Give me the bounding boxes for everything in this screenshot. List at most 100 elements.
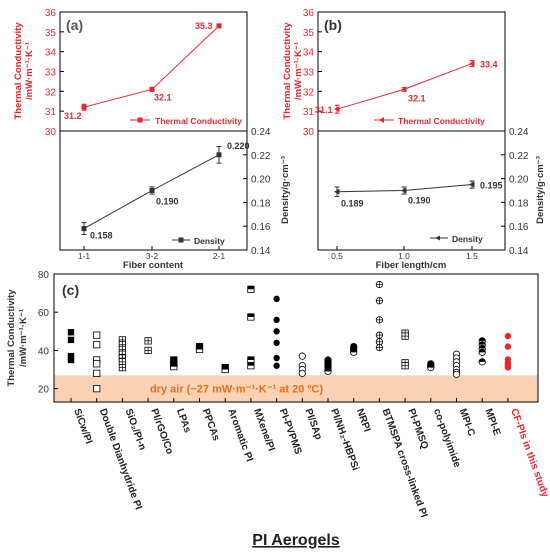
bottom-tick-label: 0.22 xyxy=(251,151,271,162)
panel-a-label: (a) xyxy=(66,17,83,33)
density-value-label: 0.189 xyxy=(341,199,364,209)
data-point-circle-filled xyxy=(273,295,280,303)
x-tick-label: 1-1 xyxy=(78,251,91,261)
panel-a-top-legend: Thermal Conductivity xyxy=(130,116,242,126)
data-point-square-open xyxy=(93,331,101,339)
x-tick-label: 0.5 xyxy=(331,251,343,261)
panel-b-x-axis: 0.5 1.0 1.5 xyxy=(331,246,478,261)
thermal-point xyxy=(469,60,475,67)
bottom-tick-label: 0.22 xyxy=(509,151,529,162)
category-label: NRPI xyxy=(354,407,373,433)
data-point-square-open xyxy=(93,369,101,377)
data-point-half-circle-fill xyxy=(350,349,357,353)
density-point xyxy=(81,226,87,232)
data-point-circle-filled xyxy=(273,339,280,346)
bottom-tick-label: 0.16 xyxy=(251,222,271,233)
bottom-tick-label: 0.18 xyxy=(509,198,529,209)
density-value-label: 0.195 xyxy=(480,181,503,191)
bottom-tick-label: 0.14 xyxy=(251,246,271,257)
panel-a-bottom-axis: 0.14 0.16 0.18 0.20 0.22 0.24 xyxy=(243,127,271,257)
panel-a-thermal-series: 31.2 32.1 35.3 xyxy=(64,21,222,121)
category-label: MPI-C xyxy=(457,407,477,437)
panel-b-bottom-legend-text: Density xyxy=(452,234,483,244)
data-point-circle-red xyxy=(504,364,512,371)
bottom-tick-label: 0.20 xyxy=(251,175,271,186)
panel-b-xlabel: Fiber length/cm xyxy=(376,260,447,271)
top-tick-label: 31 xyxy=(45,107,57,118)
panel-c-label: (c) xyxy=(62,282,79,298)
density-point xyxy=(401,187,407,194)
thermal-line xyxy=(83,25,220,108)
density-value-label: 0.190 xyxy=(408,196,431,206)
panel-b-top-legend-text: Thermal Conductivity xyxy=(398,116,485,126)
data-point-half-square-fill xyxy=(170,358,177,362)
thermal-point xyxy=(81,104,87,110)
data-point-half-circle-fill xyxy=(479,337,486,341)
density-value-label: 0.220 xyxy=(227,141,250,151)
data-point-circle-filled xyxy=(273,362,280,369)
panel-a-top-ylabel-2: /mW·m⁻¹·K⁻¹ xyxy=(24,42,35,100)
data-point-circle-open xyxy=(298,369,306,377)
category-label: PPCAs xyxy=(200,407,222,443)
panel-b-bottom-ylabel: Density/g·cm⁻³ xyxy=(535,156,546,224)
density-point xyxy=(216,152,222,158)
data-point-square-open xyxy=(93,341,101,349)
thermal-point xyxy=(149,86,155,92)
data-point-half-square-fill xyxy=(196,346,203,350)
category-label: SiCw/PI xyxy=(71,407,94,445)
data-point-half-square-fill xyxy=(222,366,229,370)
thermal-value-label: 32.1 xyxy=(408,93,426,103)
bottom-tick-label: 0.24 xyxy=(251,127,271,138)
top-tick-label: 34 xyxy=(303,48,315,59)
panel-b-top-legend: Thermal Conductivity xyxy=(374,116,485,126)
category-label: PI-PVPMS xyxy=(277,407,304,456)
data-point-half-circle-fill xyxy=(479,345,486,349)
data-point-square-filled xyxy=(67,336,75,344)
x-tick-label: 1.0 xyxy=(398,251,410,261)
panel-a-xlabel: Fiber content xyxy=(123,260,184,271)
category-label: SiO₂/PI-n xyxy=(123,407,148,451)
data-point-circle-red xyxy=(504,332,512,340)
data-point-half-square-fill xyxy=(170,363,177,367)
category-label: PI/NH₂-HBPSi xyxy=(328,407,361,472)
top-tick-label: 36 xyxy=(303,8,315,19)
thermal-value-label: 31.2 xyxy=(64,111,82,121)
data-point-half-square-fill xyxy=(247,286,255,290)
panel-c-ylabel-2: /mW·m⁻¹·K⁻¹ xyxy=(18,309,29,367)
top-tick-label: 35 xyxy=(303,28,315,39)
bottom-tick-label: 0.18 xyxy=(251,198,271,209)
panel-a-bottom-legend: Density xyxy=(172,236,225,246)
panel-c: dry air (~27 mW·m⁻¹·K⁻¹ at 20 ºC) (c) Th… xyxy=(6,270,550,549)
panel-b-top-ylabel-2: /mW·m⁻¹·K⁻¹ xyxy=(293,42,304,100)
y-tick-label: 40 xyxy=(38,346,50,357)
top-tick-label: 35 xyxy=(45,28,57,39)
data-point-square-filled xyxy=(67,329,75,336)
data-point-half-square-fill xyxy=(247,362,255,366)
y-tick-label: 60 xyxy=(38,308,50,319)
thermal-point xyxy=(401,86,407,93)
density-point xyxy=(469,181,475,188)
panel-b-top-ylabel-1: Thermal Conductivity xyxy=(282,22,293,120)
y-tick-label: 80 xyxy=(38,270,50,281)
panel-a-bottom-ylabel: Density/g·cm⁻³ xyxy=(280,156,291,224)
panel-a-density-series: 0.158 0.190 0.220 xyxy=(81,141,250,241)
data-point-half-square-fill xyxy=(196,343,203,347)
data-point-circle-filled xyxy=(273,316,280,324)
panel-b-top-axis: 30 31 32 33 34 35 36 xyxy=(303,8,322,138)
thermal-line xyxy=(336,63,473,110)
data-point-square-open xyxy=(93,385,101,393)
panel-c-band xyxy=(54,375,538,402)
data-point-circle-open xyxy=(298,352,306,360)
data-point-square-filled xyxy=(67,356,75,364)
data-point-square-open xyxy=(93,360,101,368)
data-point-square-filled xyxy=(67,352,75,360)
top-tick-label: 33 xyxy=(303,68,315,79)
x-tick-label: 2-1 xyxy=(213,251,226,261)
data-point-half-circle-fill xyxy=(427,364,434,368)
panel-c-frame xyxy=(53,273,539,403)
panel-b-label: (b) xyxy=(324,17,342,33)
category-label: PI/rGO/Co xyxy=(148,407,175,456)
category-label: Aromatic PI xyxy=(225,407,254,463)
